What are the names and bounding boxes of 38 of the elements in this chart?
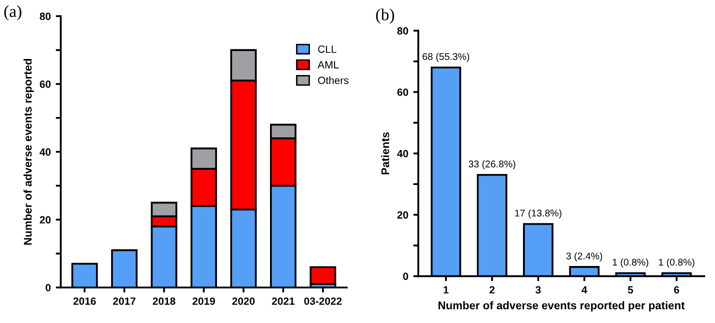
data-label: 33 (26.8%) (468, 160, 516, 170)
x-tick-label: 2018 (152, 297, 176, 305)
x-tick-label: 5 (628, 286, 634, 294)
data-label: 3 (2.4%) (566, 252, 602, 262)
x-tick-label: 2 (490, 286, 495, 294)
x-tick-label: 6 (674, 286, 680, 294)
x-tick-label: 2019 (192, 297, 215, 305)
y-tick-label: 0 (403, 272, 408, 280)
y-tick-label: 20 (40, 216, 51, 224)
y-tick-label: 0 (46, 284, 51, 292)
data-label: 68 (55.3%) (422, 52, 470, 62)
y-tick-label: 20 (397, 211, 408, 219)
x-tick-label: 4 (582, 286, 588, 294)
x-tick-label: 2020 (232, 297, 255, 305)
y-tick-label: 40 (40, 148, 51, 156)
data-label: 1 (0.8%) (658, 258, 694, 268)
y-tick-label: 60 (397, 88, 408, 96)
y-tick-label: 60 (40, 80, 51, 88)
x-axis-title: Number of adverse events reported per patient (438, 301, 685, 312)
y-axis-title: Number of adverse events reported (24, 58, 34, 245)
bar (310, 266, 336, 285)
legend-label: Others (318, 76, 348, 84)
x-tick-label: 2016 (73, 297, 96, 305)
data-label: 1 (0.8%) (612, 258, 648, 268)
legend-label: AML (318, 61, 339, 68)
x-tick-label: 3 (536, 286, 541, 294)
chart-title: (a) (4, 5, 22, 20)
x-tick-label: 1 (444, 286, 449, 294)
data-label: 17 (13.8%) (515, 209, 562, 218)
x-tick-label: 2017 (113, 297, 136, 305)
legend-label: CLL (318, 45, 336, 53)
chart-title: (b) (376, 8, 394, 24)
y-axis-title: Patients (381, 132, 390, 174)
y-tick-label: 80 (397, 27, 408, 35)
y-tick-label: 40 (397, 150, 408, 158)
x-tick-label: 2021 (272, 297, 295, 305)
x-tick-label: 03-2022 (304, 297, 342, 305)
y-tick-label: 80 (40, 12, 51, 20)
